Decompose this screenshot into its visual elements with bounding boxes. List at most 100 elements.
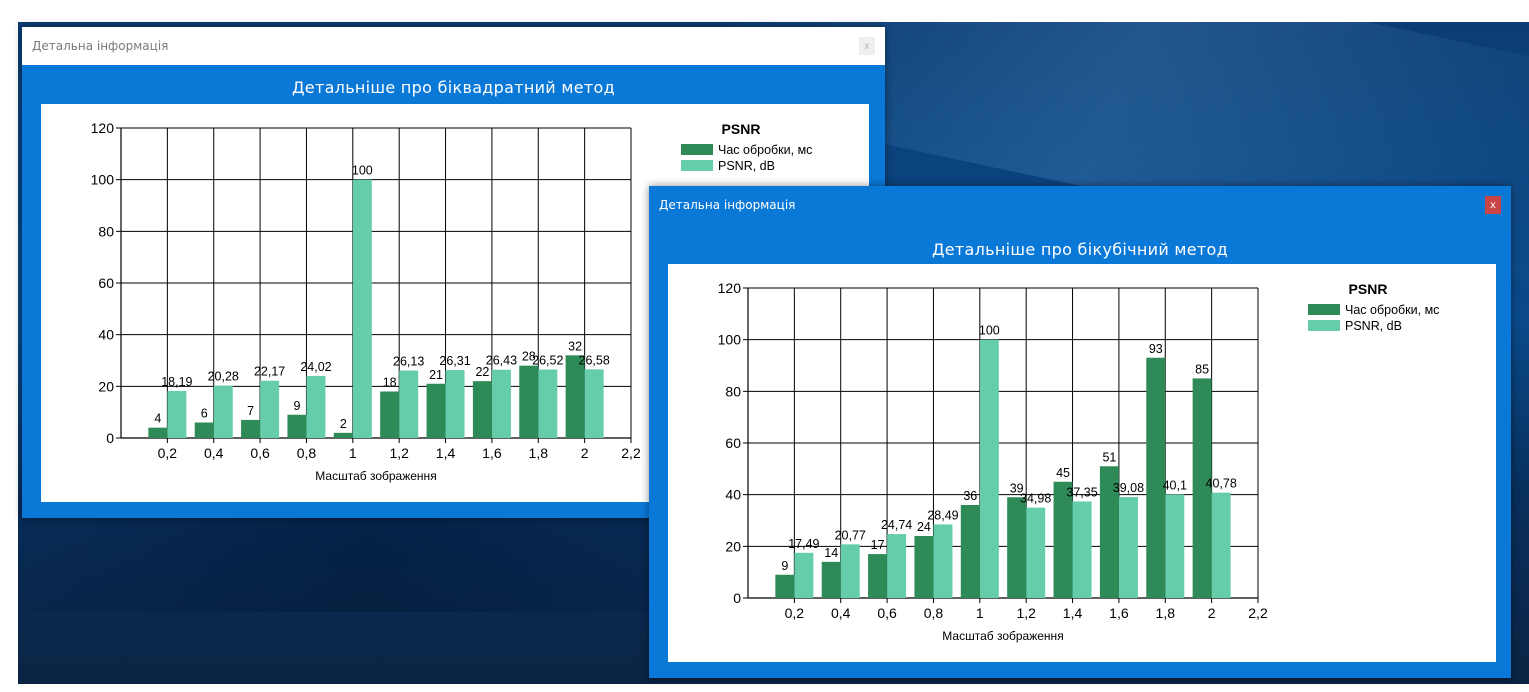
data-label: 93 <box>1149 342 1163 356</box>
bar-psnr <box>306 375 326 438</box>
bar-psnr <box>1026 507 1046 598</box>
y-tick-label: 120 <box>718 280 742 296</box>
data-label: 7 <box>247 404 254 418</box>
legend-swatch <box>681 160 713 171</box>
data-label: 18 <box>383 376 397 390</box>
data-label: 28 <box>522 350 536 364</box>
window-titlebar[interactable]: Детальна інформація x <box>22 27 885 65</box>
data-label: 9 <box>293 399 300 413</box>
data-label: 26,58 <box>579 353 610 367</box>
chart-area: 0 20 40 60 80 100 120 0,2 0,4 0,6 0,8 1 1,2 1,4 1,6 1,8… <box>668 264 1496 662</box>
data-label: 37,35 <box>1066 486 1097 500</box>
bar-psnr <box>491 369 511 438</box>
x-tick-label: 1,6 <box>482 445 502 461</box>
bar-processing-time <box>426 383 446 438</box>
data-label: 14 <box>824 546 838 560</box>
data-label: 26,13 <box>393 354 424 368</box>
legend-title: PSNR <box>1349 281 1388 297</box>
data-label: 39 <box>1010 481 1024 495</box>
x-tick-label: 0,2 <box>785 605 805 621</box>
close-button[interactable]: x <box>859 37 875 55</box>
y-tick-label: 80 <box>725 383 741 399</box>
bar-processing-time <box>148 427 168 438</box>
bar-processing-time <box>1099 466 1119 598</box>
x-tick-label: 0,6 <box>250 445 270 461</box>
bar-processing-time <box>821 561 841 598</box>
bar-psnr <box>887 534 907 598</box>
x-tick-label: 2 <box>581 445 589 461</box>
bar-processing-time <box>565 355 585 438</box>
bar-psnr <box>167 391 187 438</box>
window-title: Детальна інформація <box>659 198 796 212</box>
x-axis-label: Масштаб зображення <box>315 469 436 483</box>
bar-chart-bicubic: 0 20 40 60 80 100 120 0,2 0,4 0,6 0,8 1 1,2 1,4 1,6 1,8… <box>718 280 1440 643</box>
bar-processing-time <box>380 391 400 438</box>
legend-swatch <box>1308 304 1340 315</box>
data-label: 2 <box>340 417 347 431</box>
bar-processing-time <box>775 574 795 598</box>
x-tick-label: 1,8 <box>529 445 549 461</box>
legend-swatch <box>1308 320 1340 331</box>
bar-processing-time <box>868 554 888 598</box>
bar-processing-time <box>1192 378 1212 598</box>
x-tick-label: 1,4 <box>436 445 456 461</box>
bar-psnr <box>584 369 604 438</box>
legend-label: Час обробки, мс <box>718 143 812 157</box>
x-tick-label: 1 <box>976 605 984 621</box>
data-label: 36 <box>963 489 977 503</box>
bar-psnr <box>979 339 999 598</box>
close-button[interactable]: x <box>1485 196 1501 214</box>
x-tick-label: 0,4 <box>831 605 851 621</box>
data-label: 39,08 <box>1113 481 1144 495</box>
details-window-bicubic[interactable]: Детальна інформація x Детальніше про бік… <box>649 186 1511 678</box>
data-label: 32 <box>568 339 582 353</box>
bar-psnr <box>260 380 280 438</box>
data-label: 24,02 <box>300 360 331 374</box>
data-label: 26,43 <box>486 354 517 368</box>
bar-psnr <box>1165 494 1185 598</box>
x-tick-label: 0,8 <box>297 445 317 461</box>
bar-psnr <box>794 552 814 598</box>
bar-chart-biquadratic: 0 20 40 60 80 100 120 0,2 0,4 0,6 0,8 1 1,2 1,4 1,6 1,8… <box>91 120 813 483</box>
data-label: 85 <box>1195 362 1209 376</box>
bar-psnr <box>538 369 558 438</box>
bar-processing-time <box>960 505 980 598</box>
y-tick-label: 40 <box>725 487 741 503</box>
x-tick-label: 0,6 <box>877 605 897 621</box>
bar-psnr <box>1072 501 1092 598</box>
data-label: 51 <box>1102 450 1116 464</box>
bar-psnr <box>933 524 953 598</box>
x-tick-label: 1,8 <box>1156 605 1176 621</box>
legend-label: PSNR, dB <box>718 159 775 173</box>
x-tick-label: 0,2 <box>158 445 178 461</box>
data-label: 24 <box>917 520 931 534</box>
data-label: 18,19 <box>161 375 192 389</box>
data-label: 40,1 <box>1163 478 1187 492</box>
x-tick-label: 0,4 <box>204 445 224 461</box>
bar-psnr <box>399 370 419 438</box>
data-label: 26,31 <box>439 354 470 368</box>
legend-label: Час обробки, мс <box>1345 303 1439 317</box>
bar-processing-time <box>519 365 539 438</box>
bar-processing-time <box>472 381 492 438</box>
x-tick-label: 1,4 <box>1063 605 1083 621</box>
bar-processing-time <box>914 536 934 598</box>
data-label: 40,78 <box>1206 477 1237 491</box>
y-tick-label: 60 <box>98 275 114 291</box>
bar-processing-time <box>1053 481 1073 598</box>
bar-psnr <box>1118 497 1138 598</box>
y-tick-label: 100 <box>91 172 115 188</box>
legend-swatch <box>681 144 713 155</box>
window-title: Детальна інформація <box>32 39 169 53</box>
window-titlebar[interactable]: Детальна інформація x <box>649 186 1511 224</box>
x-tick-label: 1,6 <box>1109 605 1129 621</box>
bar-psnr <box>445 370 465 438</box>
bar-processing-time <box>1146 357 1166 598</box>
y-tick-label: 100 <box>718 332 742 348</box>
y-tick-label: 80 <box>98 223 114 239</box>
data-label: 26,52 <box>532 353 563 367</box>
data-label: 17 <box>871 538 885 552</box>
y-tick-label: 40 <box>98 327 114 343</box>
data-label: 9 <box>781 559 788 573</box>
data-label: 22 <box>475 365 489 379</box>
